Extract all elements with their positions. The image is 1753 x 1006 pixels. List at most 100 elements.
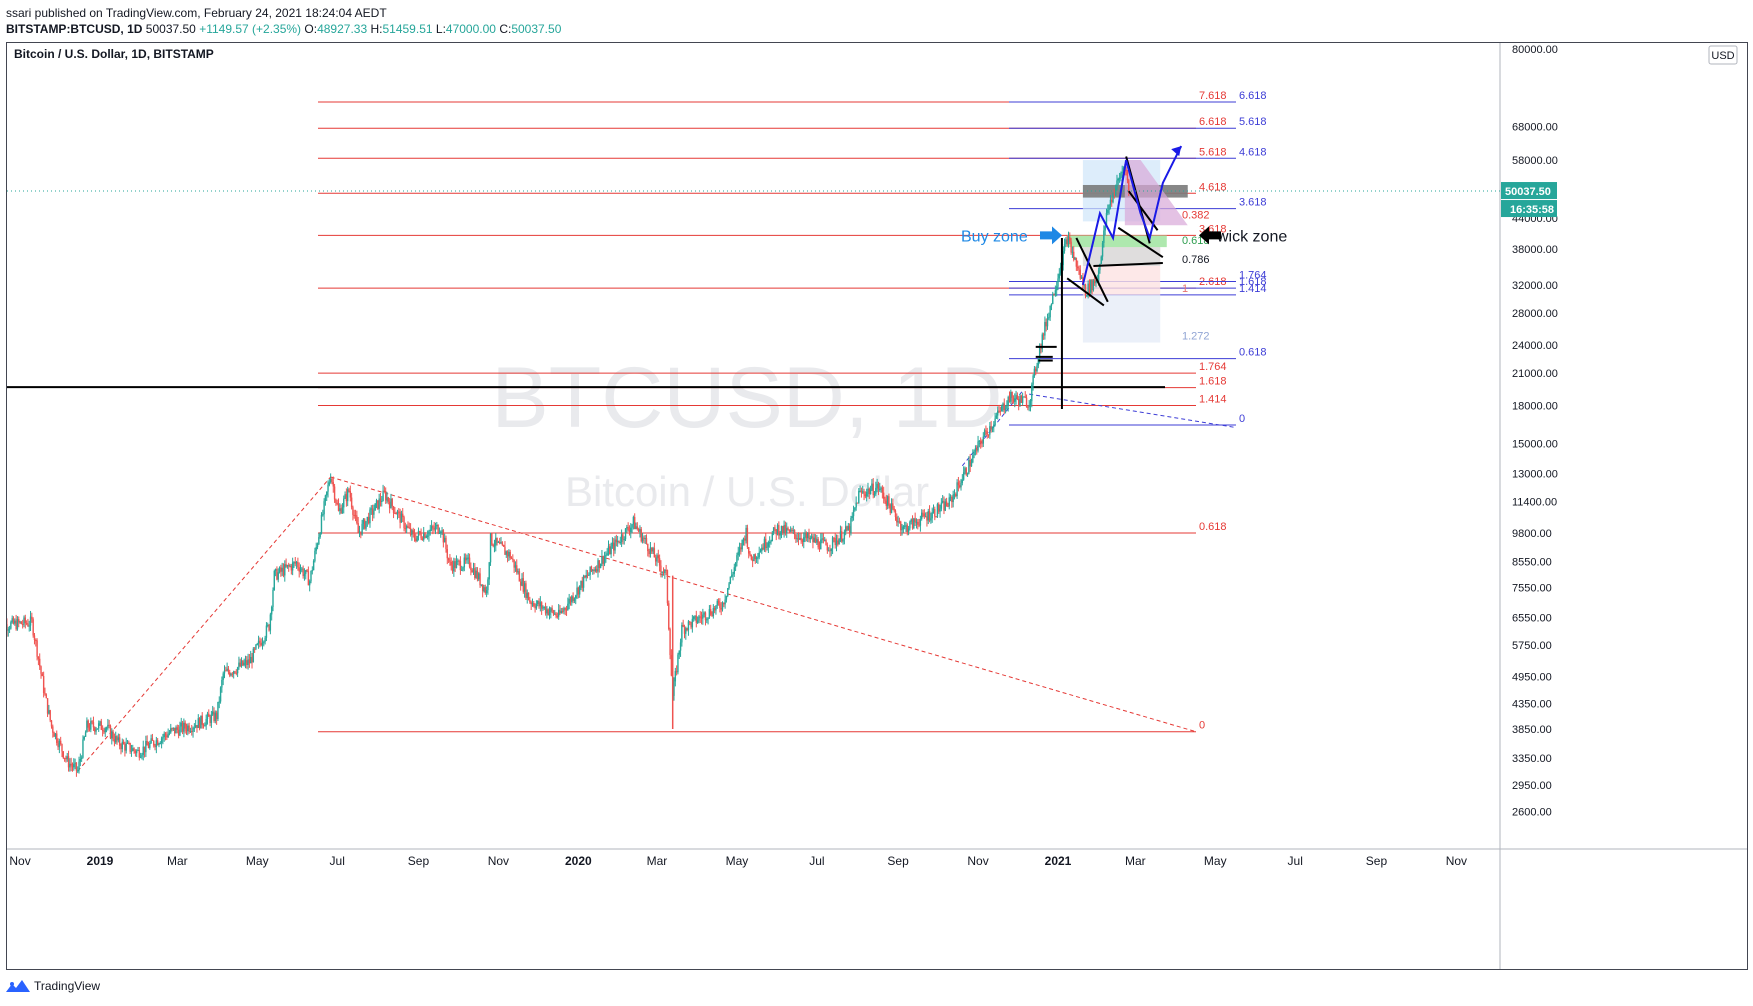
- candle-body: [745, 527, 747, 541]
- candle-body: [318, 537, 320, 545]
- candle-body: [111, 731, 113, 739]
- candle-body: [910, 519, 912, 522]
- candle-body: [263, 641, 265, 643]
- candle-body: [1015, 395, 1017, 399]
- candle-body: [968, 459, 970, 474]
- candle-body: [1116, 180, 1118, 189]
- candle-body: [1063, 244, 1066, 251]
- fib-right-label: 6.618: [1239, 90, 1267, 102]
- candle-body: [122, 741, 125, 745]
- close-value: 50037.50: [511, 22, 562, 36]
- tradingview-brand: TradingView: [34, 979, 101, 993]
- candle-body: [215, 712, 218, 719]
- candle-body: [375, 500, 378, 504]
- candle-body: [703, 612, 705, 615]
- candle-body: [519, 581, 522, 586]
- candle-body: [618, 540, 620, 543]
- candle-body: [256, 643, 258, 645]
- candle-body: [890, 503, 893, 513]
- candle-body: [28, 625, 30, 627]
- fib-left-label: 1.414: [1199, 393, 1227, 405]
- candle-body: [753, 554, 755, 562]
- candle-body: [420, 533, 422, 539]
- candle-body: [440, 531, 442, 533]
- candle-body: [77, 770, 79, 772]
- candle-body: [755, 557, 758, 560]
- candle-body: [236, 667, 239, 674]
- candle-body: [454, 561, 456, 568]
- candle-body: [1078, 268, 1080, 270]
- candle-body: [1111, 199, 1113, 203]
- candle-body: [932, 508, 935, 513]
- candle-body: [713, 607, 716, 611]
- candle-body: [927, 511, 929, 521]
- candle-body: [289, 565, 291, 567]
- candle-body: [463, 557, 466, 568]
- candle-body: [995, 415, 998, 419]
- candle-body: [1087, 283, 1089, 296]
- candle-body: [989, 426, 991, 435]
- candle-body: [993, 424, 995, 427]
- candle-body: [850, 517, 852, 534]
- candle-body: [242, 660, 244, 666]
- candle-body: [1025, 397, 1028, 408]
- candle-body: [576, 587, 578, 596]
- candle-body: [521, 578, 523, 586]
- candle-body: [49, 710, 51, 721]
- candle-body: [791, 529, 793, 531]
- candle-body: [597, 560, 599, 572]
- retracement-label: 0.786: [1182, 254, 1210, 266]
- candle-body: [717, 600, 720, 604]
- candle-body: [343, 498, 345, 508]
- candle-body: [547, 609, 549, 615]
- candle-body: [421, 538, 424, 540]
- y-tick-label: 3850.00: [1512, 724, 1552, 736]
- candle-body: [139, 756, 142, 758]
- candle-body: [150, 738, 152, 744]
- candle-body: [918, 524, 920, 526]
- candle-body: [354, 515, 357, 517]
- candle-body: [41, 673, 44, 677]
- candle-body: [232, 671, 235, 675]
- candle-body: [1093, 280, 1096, 284]
- candle-body: [481, 584, 484, 592]
- candle-body: [142, 746, 144, 755]
- candle-body: [264, 637, 266, 642]
- fib-left-label: 7.618: [1199, 90, 1227, 102]
- candle-body: [691, 618, 694, 628]
- candle-body: [1088, 283, 1091, 293]
- candle-body: [1008, 396, 1011, 402]
- candle-body: [982, 436, 984, 444]
- candle-body: [197, 718, 199, 728]
- y-tick-label: 2950.00: [1512, 780, 1552, 792]
- candle-body: [643, 537, 645, 539]
- candle-body: [171, 728, 173, 730]
- candle-body: [926, 516, 928, 521]
- y-tick-label: 38000.00: [1512, 244, 1558, 256]
- candle-body: [639, 529, 641, 532]
- candle-body: [115, 736, 117, 743]
- candle-body: [734, 562, 737, 568]
- candle-body: [468, 557, 471, 567]
- candle-body: [307, 571, 310, 586]
- candle-body: [810, 536, 813, 538]
- candle-body: [905, 525, 907, 527]
- candle-body: [267, 624, 269, 626]
- x-tick-label: 2021: [1045, 854, 1072, 868]
- candle-body: [674, 671, 677, 682]
- candle-body: [358, 531, 361, 533]
- candle-body: [759, 551, 762, 553]
- candle-body: [771, 533, 774, 542]
- candle-body: [727, 588, 729, 596]
- candle-body: [425, 536, 428, 538]
- candle-body: [780, 525, 783, 534]
- fib-left-label: 2.618: [1199, 276, 1227, 288]
- y-tick-top: 80000.00: [1512, 44, 1558, 56]
- candle-body: [670, 655, 673, 676]
- candle-body: [928, 511, 931, 521]
- candle-body: [902, 526, 905, 530]
- y-tick-label: 24000.00: [1512, 340, 1558, 352]
- candle-body: [969, 459, 971, 467]
- candle-body: [654, 557, 657, 562]
